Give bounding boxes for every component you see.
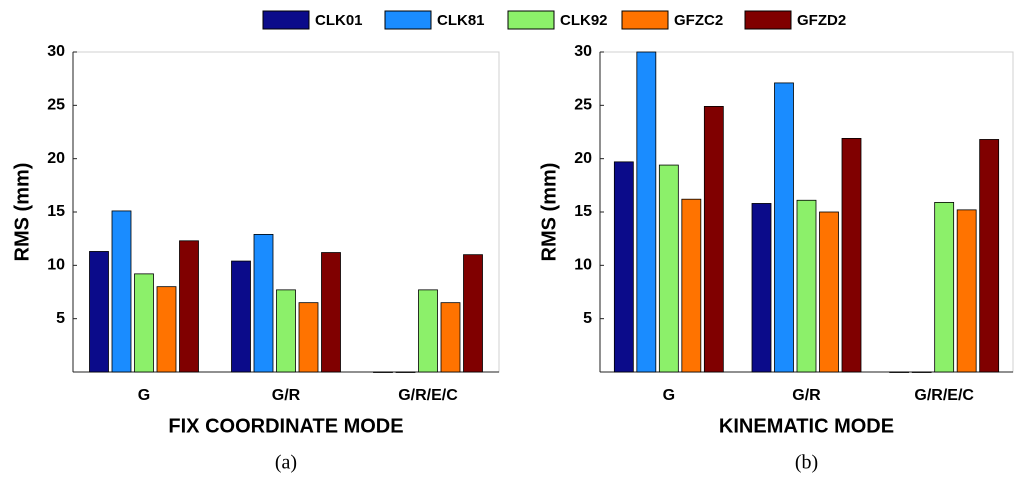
bar	[979, 139, 1000, 373]
y-tick-label: 20	[574, 150, 592, 167]
x-tick-label: G/R/E/C	[914, 387, 974, 404]
legend-swatch	[744, 10, 792, 30]
bar	[934, 201, 955, 373]
bar	[463, 254, 483, 373]
bar	[89, 251, 109, 373]
bar	[253, 233, 274, 373]
y-tick-label: 10	[47, 257, 65, 274]
legend-label: GFZD2	[797, 12, 846, 29]
y-tick-label: 30	[574, 43, 592, 60]
bar	[613, 161, 634, 373]
y-tick-label: 25	[574, 97, 592, 114]
bar	[321, 252, 341, 373]
legend-swatch	[262, 10, 310, 30]
bar	[418, 289, 438, 373]
y-tick-label: 25	[47, 97, 65, 114]
bar	[751, 203, 772, 373]
x-tick-label: G/R	[272, 387, 301, 404]
y-axis-label: RMS (mm)	[11, 163, 33, 262]
y-tick-label: 5	[56, 310, 65, 327]
x-tick-label: G/R/E/C	[398, 387, 458, 404]
bar	[819, 211, 839, 373]
bar	[774, 82, 794, 373]
bar	[681, 198, 702, 373]
caption: (a)	[275, 452, 297, 474]
bar	[440, 302, 461, 373]
y-tick-label: 10	[574, 257, 592, 274]
x-tick-label: G	[138, 387, 150, 404]
bar	[179, 240, 199, 373]
bar	[658, 164, 679, 373]
bar	[111, 210, 132, 373]
legend-swatch	[384, 10, 432, 30]
x-tick-label: G/R	[792, 387, 821, 404]
bar	[796, 199, 817, 373]
caption: (b)	[795, 452, 818, 474]
bar	[911, 371, 932, 373]
legend-label: GFZC2	[674, 12, 723, 29]
bar	[703, 106, 724, 373]
bar	[395, 371, 416, 373]
y-tick-label: 15	[574, 203, 592, 220]
x-tick-label: G	[663, 387, 675, 404]
bar	[841, 137, 862, 373]
legend-swatch	[507, 10, 555, 30]
bar	[373, 371, 393, 373]
y-tick-label: 30	[47, 43, 65, 60]
legend-label: CLK92	[560, 12, 608, 29]
bar	[956, 209, 977, 373]
y-axis-label: RMS (mm)	[538, 163, 560, 262]
bar	[231, 260, 251, 373]
bar	[134, 273, 154, 373]
bar	[298, 302, 319, 373]
y-tick-label: 15	[47, 203, 65, 220]
bar	[276, 289, 296, 373]
bar	[636, 51, 657, 373]
bar	[156, 286, 177, 373]
bar	[889, 371, 910, 373]
legend-swatch	[621, 10, 669, 30]
x-axis-label: FIX COORDINATE MODE	[168, 415, 403, 437]
x-axis-label: KINEMATIC MODE	[719, 415, 894, 437]
legend-label: CLK01	[315, 12, 363, 29]
legend-label: CLK81	[437, 12, 485, 29]
y-tick-label: 5	[583, 310, 592, 327]
y-tick-label: 20	[47, 150, 65, 167]
